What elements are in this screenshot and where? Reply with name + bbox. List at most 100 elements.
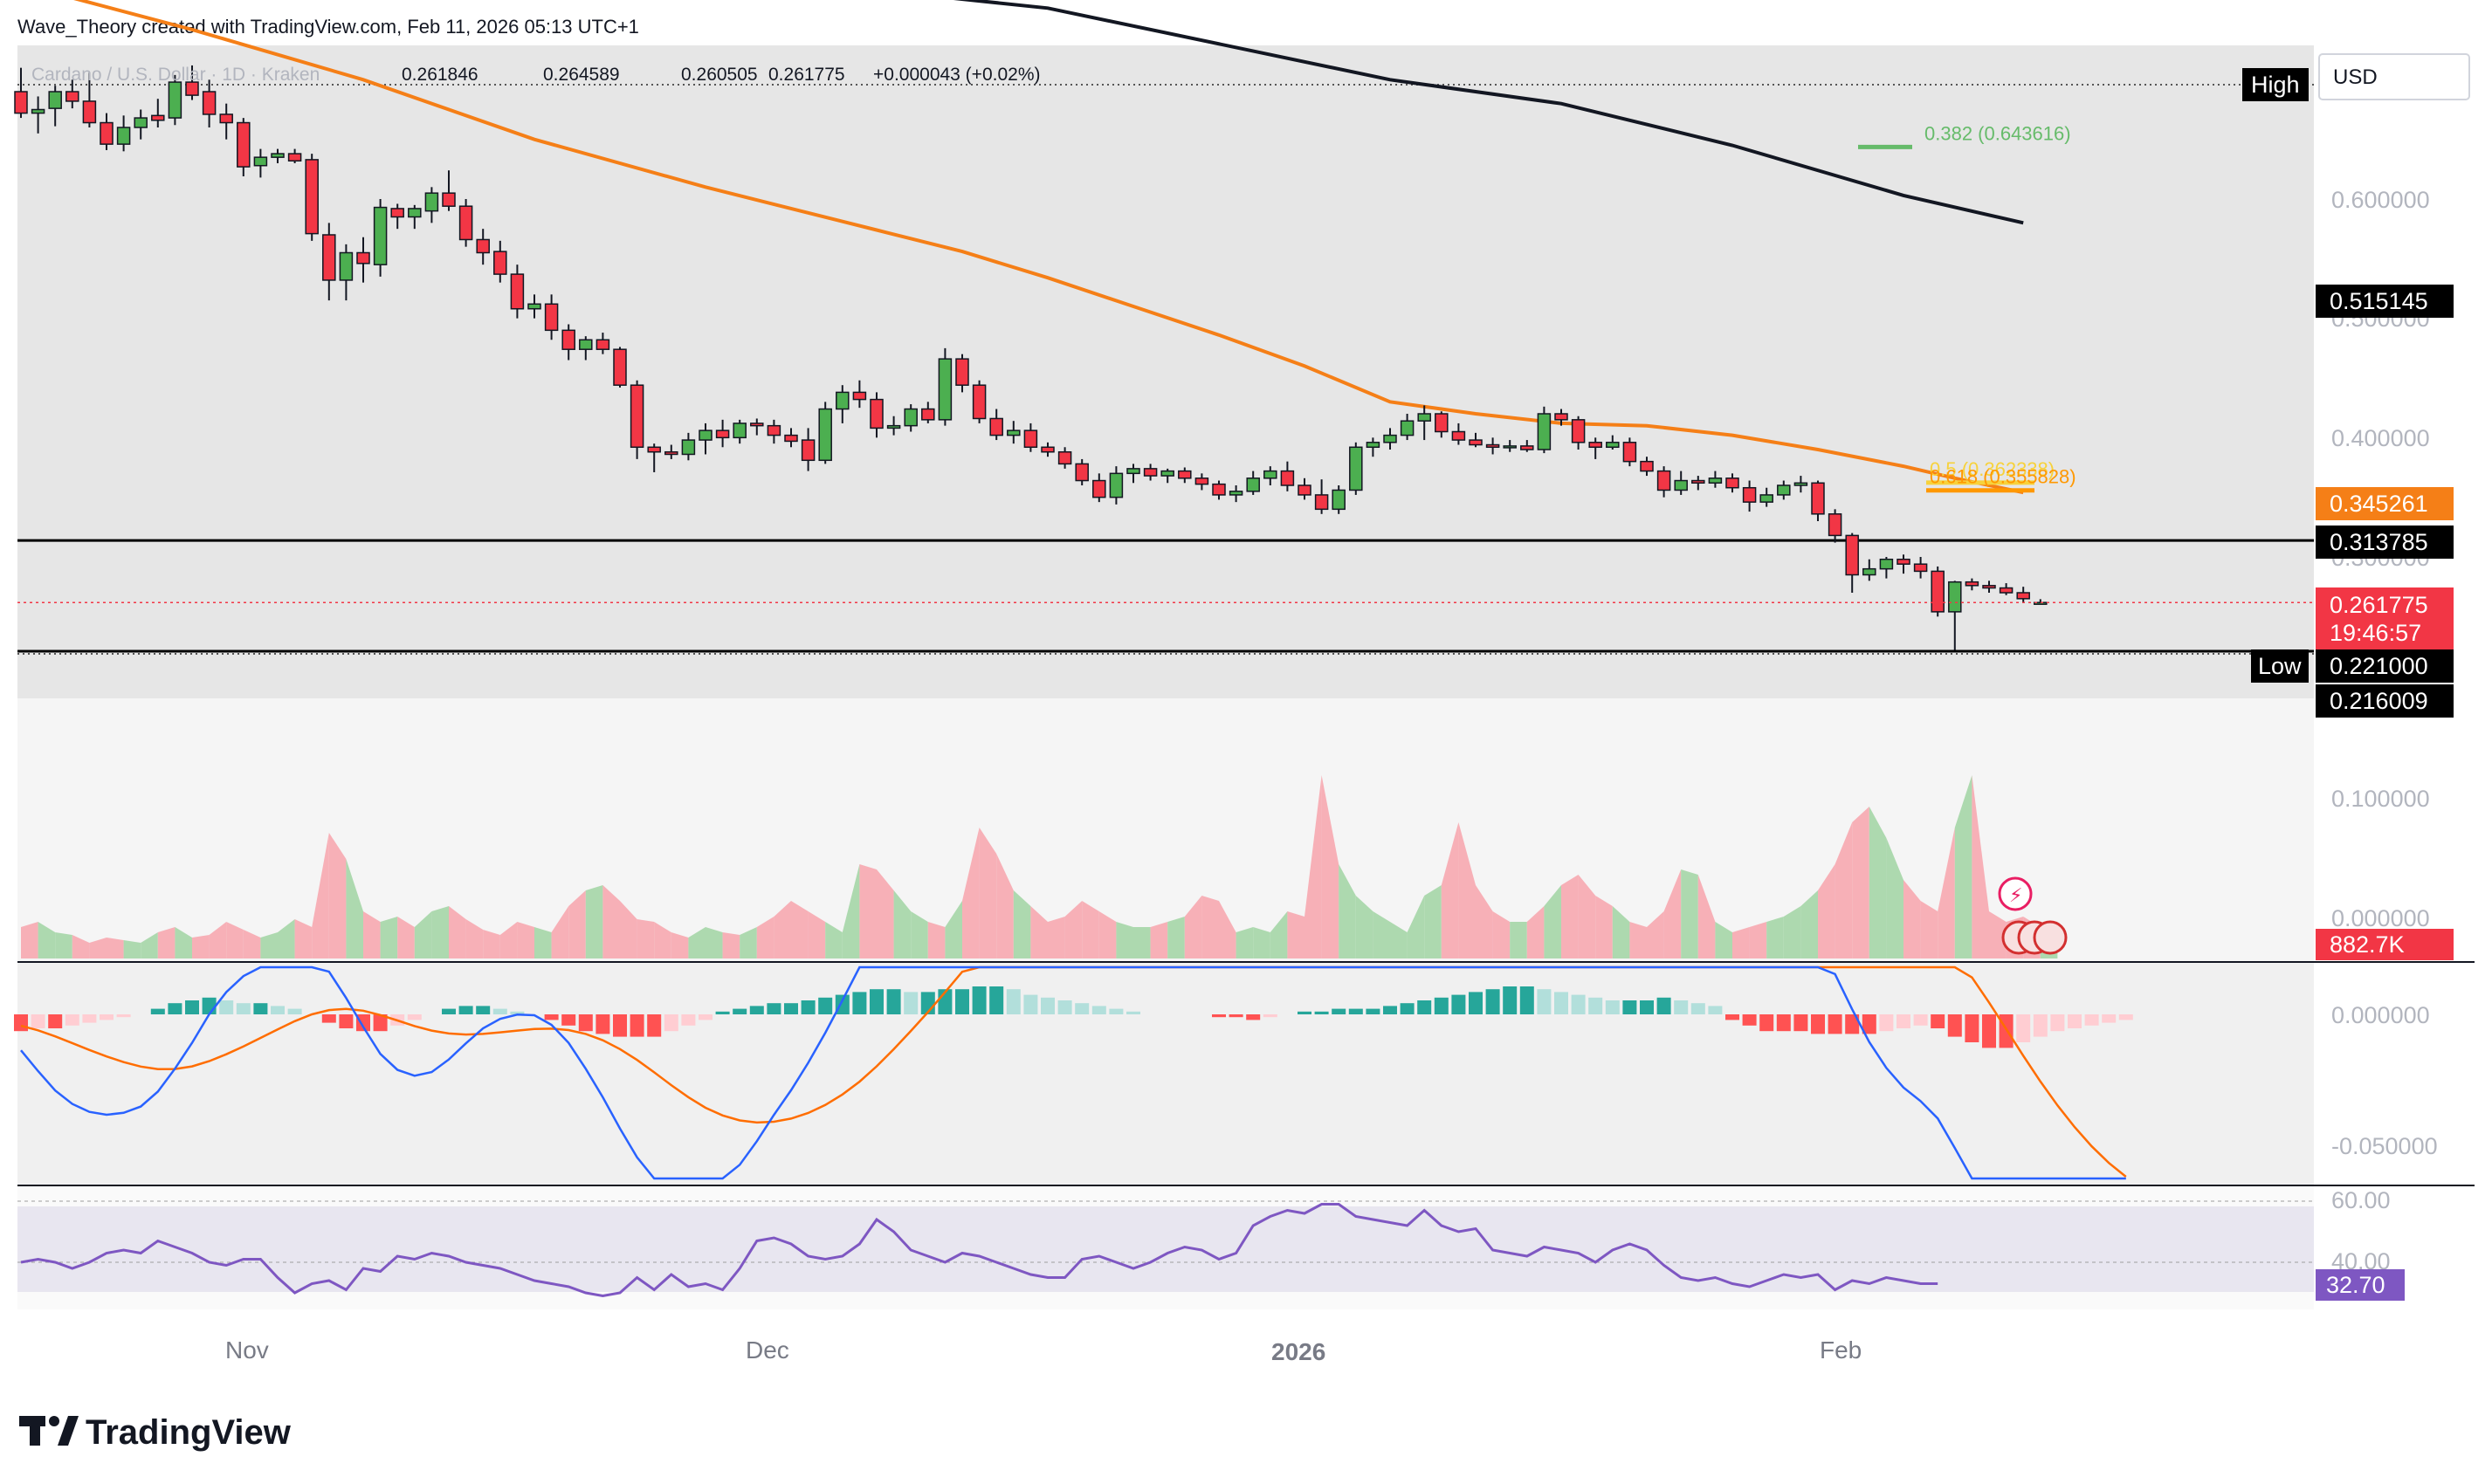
macd-histogram-bar <box>1314 1011 1329 1014</box>
candle-body <box>287 153 302 162</box>
volume-area-segment <box>414 911 432 958</box>
volume-area-segment <box>1715 922 1732 958</box>
dividend-event-icon[interactable] <box>1998 876 2033 911</box>
legend-change: +0.000043 (+0.02%) <box>873 65 1040 85</box>
volume-area-segment <box>1373 911 1390 958</box>
volume-area-segment <box>1783 906 1801 958</box>
candle-body <box>1571 419 1586 443</box>
candle-body <box>647 446 661 453</box>
rsi-series <box>17 1200 2314 1298</box>
volume-area-segment <box>72 935 90 958</box>
macd-histogram-bar <box>595 1014 610 1034</box>
candle-body <box>1041 446 1055 453</box>
candle-body <box>1640 460 1654 472</box>
volume-area-segment <box>568 890 586 958</box>
volume-area-segment <box>1612 906 1630 958</box>
time-tick: 2026 <box>1271 1338 1325 1365</box>
volume-area-segment <box>175 927 192 958</box>
tag-ema200-text: 0.515145 <box>2330 288 2428 314</box>
volume-area-segment <box>1305 775 1322 958</box>
price-axis[interactable]: 0.600000 0.500000 0.400000 0.300000 0.10… <box>2331 187 2438 1274</box>
candle-body <box>1178 470 1192 479</box>
macd-histogram-bar <box>647 1014 662 1037</box>
fib-level-label: 0.382 (0.643616) <box>1924 122 2071 144</box>
macd-histogram-bar <box>202 997 217 1014</box>
macd-histogram-bar <box>1776 1014 1791 1032</box>
macd-histogram-bar <box>1845 1014 1860 1034</box>
macd-histogram-bar <box>1246 1014 1261 1020</box>
macd-pane[interactable] <box>17 962 2314 1185</box>
macd-histogram-bar <box>733 1008 747 1014</box>
volume-area-segment <box>1441 822 1459 958</box>
candle-body <box>1366 442 1380 449</box>
candle-body <box>921 408 935 421</box>
candle-body <box>1246 477 1260 492</box>
candle-body <box>613 348 627 386</box>
ohlc-legend: Cardano / U.S. Dollar · 1D · Kraken 0.26… <box>31 65 1040 85</box>
tag-low-text: 0.216009 <box>2330 688 2428 714</box>
low-label-box <box>2251 649 2309 683</box>
candle-body <box>836 391 850 410</box>
event-icons[interactable]: ⚡ <box>1998 876 2068 955</box>
candle-body <box>1212 483 1226 496</box>
tag-resistance-text: 0.313785 <box>2330 529 2428 555</box>
macd-histogram-bar <box>339 1014 354 1028</box>
volume-area-segment <box>483 930 500 958</box>
macd-histogram-bar <box>253 1003 268 1014</box>
candle-body <box>1708 477 1723 484</box>
volume-area-segment <box>979 828 997 958</box>
volume-area-segment <box>226 922 244 958</box>
candle-body <box>237 121 251 168</box>
macd-histogram-bar <box>1690 1003 1705 1014</box>
candle-body <box>65 91 79 102</box>
volume-area-segment <box>209 922 227 958</box>
macd-histogram-bar <box>972 986 987 1014</box>
candle-body <box>219 113 233 124</box>
volume-tick: 0.100000 <box>2331 786 2430 812</box>
macd-series <box>14 965 2133 1180</box>
volume-area-segment <box>1492 911 1511 958</box>
candle-body <box>1811 482 1825 515</box>
macd-histogram-bar <box>1965 1014 1979 1042</box>
volume-area-segment <box>945 901 962 958</box>
candle-body <box>1435 413 1449 433</box>
candle-body <box>1400 420 1415 436</box>
candle-body <box>31 108 45 114</box>
volume-area-segment <box>1321 775 1339 958</box>
candle-body <box>1143 468 1158 477</box>
legend-symbol: Cardano / U.S. Dollar · 1D · Kraken <box>31 65 320 85</box>
macd-histogram-bar <box>1811 1014 1825 1034</box>
candle-body <box>1520 445 1534 450</box>
candle-body <box>1622 442 1637 463</box>
tag-volume-text: 882.7K <box>2330 931 2405 958</box>
candle-body <box>1023 429 1038 449</box>
volume-area-segment <box>842 864 860 958</box>
us-flag-event-icon[interactable] <box>2033 920 2068 955</box>
macd-histogram-bar <box>715 1011 730 1014</box>
volume-area-segment <box>1766 917 1784 958</box>
macd-histogram-bar <box>955 989 969 1014</box>
macd-histogram-bar <box>767 1003 781 1014</box>
volume-area-segment <box>397 917 415 958</box>
volume-area-segment <box>996 854 1014 958</box>
candle-body <box>699 429 712 441</box>
macd-histogram-bar <box>1332 1008 1346 1014</box>
volume-area-segment <box>877 869 894 958</box>
macd-histogram-bar <box>1931 1014 1945 1028</box>
volume-area-segment <box>791 901 809 958</box>
candle-body <box>356 251 370 265</box>
candle-body <box>1913 563 1928 573</box>
candle-body <box>664 450 678 456</box>
currency-selector[interactable] <box>2318 53 2470 100</box>
time-axis[interactable]: Nov Dec 2026 Feb <box>225 1336 1862 1365</box>
volume-area-segment <box>278 919 295 958</box>
candle-body <box>1057 450 1072 465</box>
candle-body <box>1606 442 1620 449</box>
tag-ema200 <box>2316 285 2454 318</box>
fib-level-label: 0.5 (0.362338) <box>1930 458 2055 480</box>
candle-body <box>373 206 388 265</box>
macd-histogram-bar <box>544 1014 559 1020</box>
volume-area-segment <box>825 922 843 958</box>
volume-area-segment <box>1920 901 1938 958</box>
